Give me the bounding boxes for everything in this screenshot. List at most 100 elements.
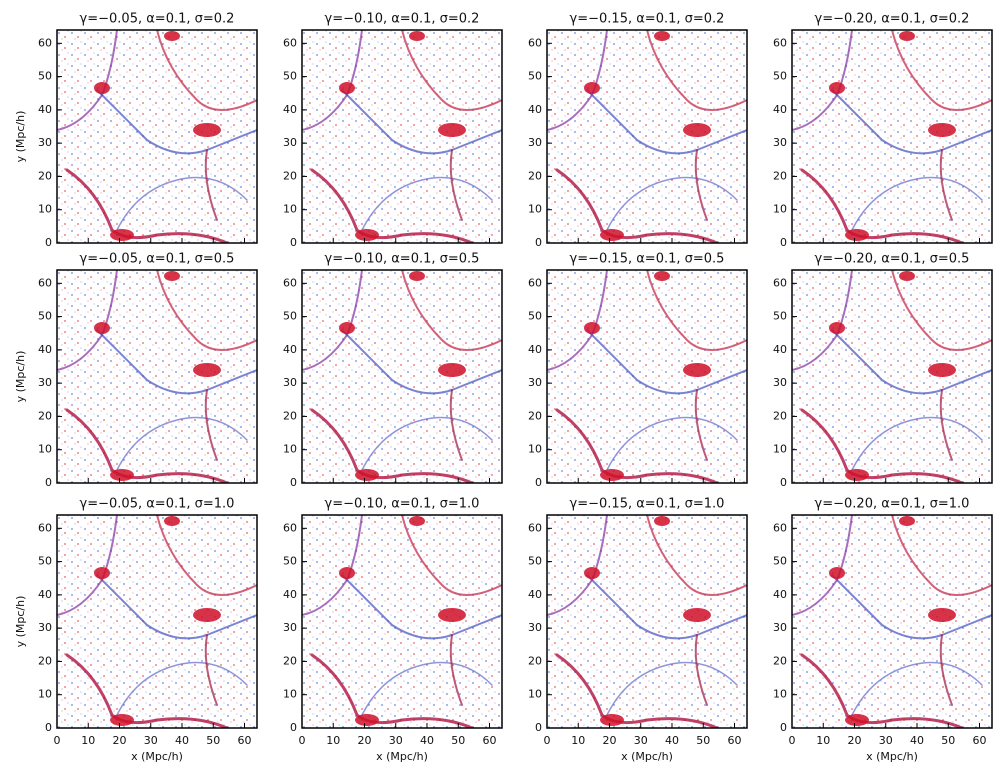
y-tick-label: 30 <box>773 621 787 634</box>
y-tick-label: 60 <box>773 36 787 49</box>
particle-field <box>57 30 257 243</box>
x-tick-label: 30 <box>634 734 648 747</box>
y-axis-label: y (Mpc/h) <box>14 351 27 403</box>
x-tick-label: 0 <box>299 734 306 747</box>
y-tick-label: 0 <box>535 721 542 734</box>
y-tick-label: 20 <box>528 169 542 182</box>
y-tick-label: 20 <box>773 409 787 422</box>
particle-field <box>547 515 747 728</box>
y-tick-label: 40 <box>773 343 787 356</box>
x-tick-label: 30 <box>389 734 403 747</box>
y-tick-label: 30 <box>283 376 297 389</box>
x-axis-label: x (Mpc/h) <box>131 750 183 763</box>
x-axis-label: x (Mpc/h) <box>866 750 918 763</box>
panel-frame <box>791 29 993 244</box>
x-tick-label: 20 <box>358 734 372 747</box>
panel-frame <box>301 514 503 729</box>
panel: γ=−0.15, α=0.1, σ=0.2 0 10 20 30 40 50 60 <box>528 12 748 249</box>
particle-field <box>302 515 502 728</box>
panel-title: γ=−0.05, α=0.1, σ=1.0 <box>80 497 235 512</box>
y-tick-label: 40 <box>38 343 52 356</box>
x-tick-label: 0 <box>54 734 61 747</box>
y-tick-label: 30 <box>528 376 542 389</box>
x-tick-label: 50 <box>941 734 955 747</box>
y-tick-label: 40 <box>38 103 52 116</box>
y-tick-label: 50 <box>38 70 52 83</box>
panel: γ=−0.20, α=0.1, σ=0.2 0 10 20 30 40 50 60 <box>773 12 993 249</box>
x-tick-label: 40 <box>910 734 924 747</box>
panel-title: γ=−0.10, α=0.1, σ=1.0 <box>325 497 480 512</box>
x-tick-label: 60 <box>973 734 987 747</box>
y-tick-label: 0 <box>535 236 542 249</box>
y-tick-label: 30 <box>773 376 787 389</box>
y-tick-label: 50 <box>773 310 787 323</box>
y-tick-label: 60 <box>528 36 542 49</box>
y-tick-label: 40 <box>773 588 787 601</box>
x-tick-label: 50 <box>451 734 465 747</box>
particle-field <box>792 30 992 243</box>
y-tick-label: 20 <box>528 654 542 667</box>
particle-field <box>547 270 747 483</box>
y-tick-label: 20 <box>38 654 52 667</box>
x-tick-label: 60 <box>483 734 497 747</box>
y-tick-label: 10 <box>283 688 297 701</box>
x-tick-label: 50 <box>696 734 710 747</box>
x-tick-label: 10 <box>326 734 340 747</box>
y-tick-label: 0 <box>45 476 52 489</box>
y-tick-label: 30 <box>38 136 52 149</box>
y-tick-label: 60 <box>528 276 542 289</box>
panel-frame <box>546 514 748 729</box>
particle-field <box>547 30 747 243</box>
y-tick-label: 50 <box>38 555 52 568</box>
y-tick-label: 0 <box>45 236 52 249</box>
y-tick-label: 0 <box>780 721 787 734</box>
x-tick-label: 40 <box>665 734 679 747</box>
y-tick-label: 60 <box>283 521 297 534</box>
y-tick-label: 0 <box>290 236 297 249</box>
y-tick-label: 60 <box>528 521 542 534</box>
y-tick-label: 50 <box>283 70 297 83</box>
y-axis-label: y (Mpc/h) <box>14 111 27 163</box>
y-tick-label: 50 <box>38 310 52 323</box>
y-tick-label: 10 <box>283 443 297 456</box>
x-tick-label: 20 <box>113 734 127 747</box>
y-tick-label: 10 <box>773 688 787 701</box>
y-tick-label: 20 <box>773 654 787 667</box>
y-tick-label: 40 <box>283 343 297 356</box>
y-tick-label: 60 <box>773 276 787 289</box>
x-tick-label: 10 <box>81 734 95 747</box>
y-tick-label: 20 <box>283 654 297 667</box>
y-tick-label: 20 <box>283 169 297 182</box>
y-tick-label: 0 <box>780 476 787 489</box>
panel-frame <box>791 514 993 729</box>
y-tick-label: 40 <box>283 588 297 601</box>
panel-frame <box>301 269 503 484</box>
y-tick-label: 40 <box>38 588 52 601</box>
y-tick-label: 60 <box>38 36 52 49</box>
y-tick-label: 10 <box>38 443 52 456</box>
panel: γ=−0.15, α=0.1, σ=0.5 0 10 20 30 40 50 60 <box>528 252 748 489</box>
y-tick-label: 0 <box>780 236 787 249</box>
y-tick-label: 50 <box>528 555 542 568</box>
y-tick-label: 30 <box>283 621 297 634</box>
y-tick-label: 20 <box>283 409 297 422</box>
x-tick-label: 40 <box>420 734 434 747</box>
x-tick-label: 30 <box>879 734 893 747</box>
y-tick-label: 10 <box>773 443 787 456</box>
y-tick-label: 50 <box>528 70 542 83</box>
y-tick-label: 30 <box>283 136 297 149</box>
y-tick-label: 50 <box>283 555 297 568</box>
y-tick-label: 60 <box>38 521 52 534</box>
y-tick-label: 40 <box>773 103 787 116</box>
y-axis-label: y (Mpc/h) <box>14 596 27 648</box>
y-tick-label: 30 <box>38 621 52 634</box>
panel: γ=−0.05, α=0.1, σ=0.5 0 10 20 30 40 50 60 y (Mpc… <box>14 252 258 489</box>
panel-frame <box>546 29 748 244</box>
y-tick-label: 0 <box>45 721 52 734</box>
y-tick-label: 30 <box>528 136 542 149</box>
panel-frame <box>56 269 258 484</box>
panel-frame <box>56 514 258 729</box>
x-tick-label: 10 <box>571 734 585 747</box>
panel-frame <box>301 29 503 244</box>
